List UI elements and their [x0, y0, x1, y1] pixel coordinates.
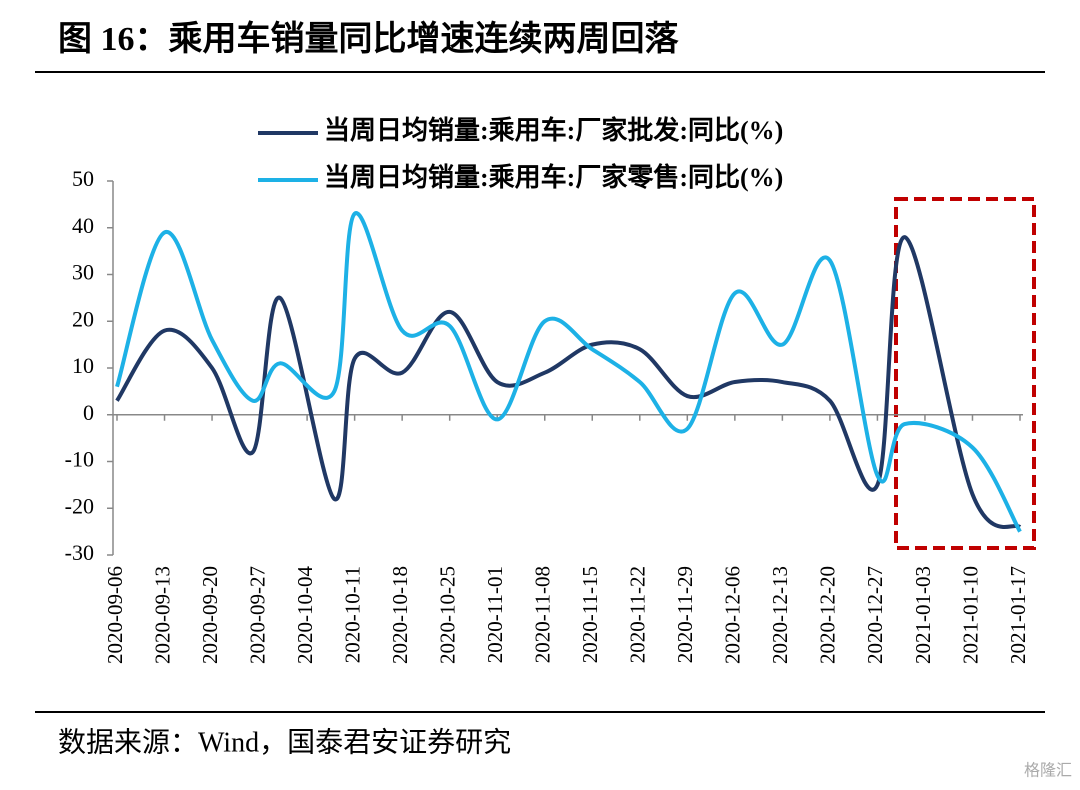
source: 数据来源：Wind，国泰君安证券研究 — [58, 726, 511, 758]
x-tick-label: 2020-10-18 — [388, 566, 412, 664]
x-tick-label: 2020-10-25 — [435, 566, 459, 664]
series-line — [115, 211, 1022, 533]
x-tick-label: 2021-01-17 — [1006, 566, 1030, 664]
x-tick-label: 2021-01-10 — [958, 566, 982, 664]
x-tick-label: 2020-11-08 — [531, 566, 555, 663]
x-tick-label: 2020-09-20 — [198, 566, 222, 664]
x-tick-label: 2020-12-13 — [768, 566, 792, 664]
x-tick-label: 2020-11-15 — [578, 566, 602, 663]
y-tick-label: 20 — [72, 306, 94, 331]
y-tick-label: 30 — [72, 260, 94, 285]
x-tick-label: 2020-11-22 — [626, 566, 650, 663]
x-tick-label: 2020-09-06 — [103, 566, 127, 664]
legend-label: 当周日均销量:乘用车:厂家零售:同比(%) — [324, 162, 783, 192]
x-tick-label: 2020-12-27 — [863, 566, 887, 664]
x-tick-label: 2021-01-03 — [911, 566, 935, 664]
y-tick-label: 50 — [72, 166, 94, 191]
x-tick-label: 2020-12-20 — [816, 566, 840, 664]
y-tick-label: 0 — [83, 400, 94, 425]
x-tick-label: 2020-10-11 — [340, 566, 364, 663]
y-tick-label: -30 — [65, 540, 94, 565]
y-tick-label: 10 — [72, 353, 94, 378]
watermark: 格隆汇 — [1024, 762, 1072, 780]
x-tick-label: 2020-11-29 — [673, 566, 697, 663]
x-tick-label: 2020-09-27 — [245, 566, 269, 664]
chart-title: 图 16：乘用车销量同比增速连续两周回落 — [58, 20, 679, 58]
x-tick-label: 2020-09-13 — [150, 566, 174, 664]
y-tick-label: -20 — [65, 493, 94, 518]
highlight-box — [894, 197, 1036, 550]
x-tick-label: 2020-12-06 — [721, 566, 745, 664]
x-tick-label: 2020-10-04 — [293, 566, 317, 664]
y-tick-label: -10 — [65, 447, 94, 472]
x-tick-label: 2020-11-01 — [483, 566, 507, 663]
series-line — [115, 235, 1022, 529]
y-tick-label: 40 — [72, 213, 94, 238]
legend-label: 当周日均销量:乘用车:厂家批发:同比(%) — [324, 115, 783, 145]
